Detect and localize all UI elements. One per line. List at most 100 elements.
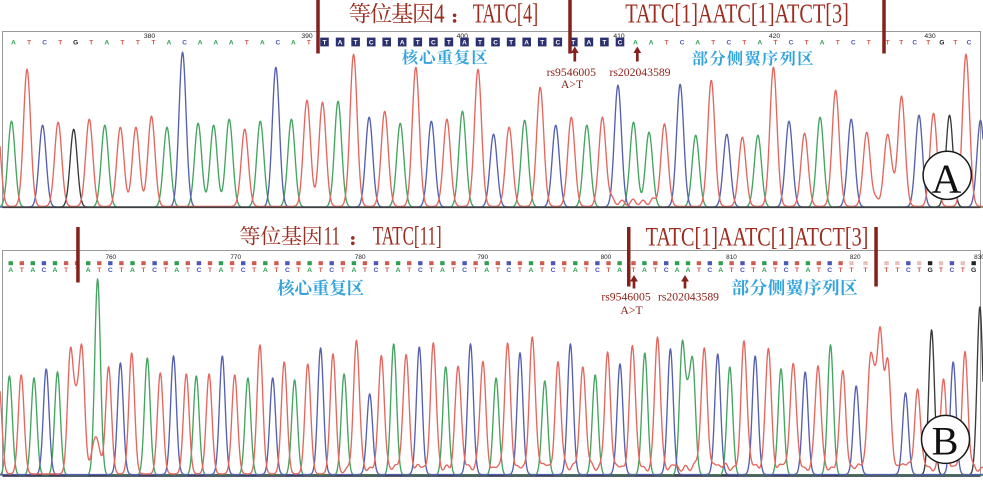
- svg-text:G: G: [939, 39, 944, 46]
- svg-text:810: 810: [726, 254, 737, 261]
- svg-text:C: C: [726, 39, 731, 46]
- svg-text:TATC[1]AATC[1]ATCT[3]: TATC[1]AATC[1]ATCT[3]: [646, 221, 869, 251]
- svg-text:A: A: [573, 267, 578, 274]
- svg-text:C: C: [42, 39, 47, 46]
- svg-text:A: A: [675, 267, 680, 274]
- svg-text:A: A: [11, 39, 16, 46]
- svg-text:T: T: [341, 267, 346, 274]
- svg-text:T: T: [839, 267, 844, 274]
- svg-text:C: C: [374, 267, 379, 274]
- svg-text:T: T: [867, 39, 871, 46]
- svg-text:A: A: [53, 267, 58, 274]
- svg-text:C: C: [431, 39, 436, 46]
- svg-text:C: C: [789, 39, 794, 46]
- svg-text:430: 430: [924, 33, 936, 40]
- svg-text:380: 380: [144, 33, 156, 40]
- svg-text:A: A: [260, 39, 265, 46]
- svg-text:C: C: [182, 39, 187, 46]
- svg-text:T: T: [307, 39, 311, 46]
- svg-text:T: T: [164, 267, 169, 274]
- svg-text:C: C: [555, 39, 560, 46]
- svg-text:A: A: [174, 267, 179, 274]
- svg-text:T: T: [665, 39, 669, 46]
- svg-text:T: T: [447, 39, 451, 46]
- svg-text:C: C: [912, 39, 917, 46]
- svg-text:800: 800: [601, 254, 612, 261]
- svg-text:T: T: [89, 39, 93, 46]
- svg-text:C: C: [285, 267, 290, 274]
- svg-text:C: C: [680, 39, 685, 46]
- svg-text:T: T: [953, 39, 957, 46]
- svg-text:T: T: [697, 267, 702, 274]
- svg-text:T: T: [496, 267, 501, 274]
- svg-text:A: A: [291, 39, 296, 46]
- svg-text:A: A: [104, 39, 109, 46]
- svg-text:A: A: [633, 39, 638, 46]
- svg-text:T: T: [323, 39, 327, 46]
- svg-text:T: T: [363, 267, 368, 274]
- svg-text:B: B: [932, 418, 959, 463]
- svg-text:T: T: [849, 267, 854, 274]
- svg-text:T: T: [562, 267, 567, 274]
- svg-text:T: T: [20, 267, 25, 274]
- svg-text:A: A: [649, 39, 654, 46]
- svg-text:C: C: [851, 39, 856, 46]
- svg-text:A: A: [263, 267, 268, 274]
- svg-text:410: 410: [613, 33, 625, 40]
- svg-text:T: T: [385, 267, 390, 274]
- svg-text:T: T: [540, 39, 544, 46]
- svg-text:T: T: [474, 267, 479, 274]
- svg-text:T: T: [58, 39, 62, 46]
- svg-text:T: T: [416, 39, 420, 46]
- svg-text:T: T: [27, 39, 31, 46]
- svg-text:G: G: [927, 267, 932, 274]
- svg-text:TATC[1]AATC[1]ATCT[3]: TATC[1]AATC[1]ATCT[3]: [625, 0, 849, 29]
- svg-text:C: C: [784, 267, 789, 274]
- svg-text:A: A: [396, 267, 401, 274]
- svg-text:T: T: [540, 267, 545, 274]
- svg-text:C: C: [595, 267, 600, 274]
- svg-text:C: C: [967, 39, 972, 46]
- svg-text:TATC[4]: TATC[4]: [473, 0, 539, 29]
- svg-text:T: T: [186, 267, 191, 274]
- svg-text:T: T: [208, 267, 213, 274]
- svg-text:T: T: [805, 39, 809, 46]
- svg-text:T: T: [939, 267, 944, 274]
- svg-text:T: T: [97, 267, 102, 274]
- svg-text:T: T: [961, 267, 966, 274]
- svg-text:760: 760: [105, 254, 116, 261]
- svg-text:T: T: [509, 39, 513, 46]
- svg-text:A: A: [130, 267, 135, 274]
- svg-text:C: C: [949, 267, 954, 274]
- svg-text:T: T: [64, 267, 69, 274]
- svg-text:C: C: [664, 267, 669, 274]
- svg-text:790: 790: [477, 254, 488, 261]
- svg-text:A: A: [86, 267, 91, 274]
- svg-text:A: A: [30, 267, 35, 274]
- svg-text:T: T: [584, 267, 589, 274]
- svg-text:A: A: [484, 267, 489, 274]
- svg-text:C: C: [551, 267, 556, 274]
- svg-text:T: T: [917, 267, 922, 274]
- svg-text:G: G: [73, 39, 78, 46]
- svg-text:rs202043589: rs202043589: [609, 66, 670, 79]
- svg-text:T: T: [245, 39, 249, 46]
- svg-text:T: T: [296, 267, 301, 274]
- svg-text:T: T: [773, 267, 778, 274]
- svg-text:A: A: [338, 39, 343, 46]
- svg-text:A: A: [529, 267, 534, 274]
- svg-text:T: T: [751, 267, 756, 274]
- svg-text:4: 4: [434, 0, 445, 29]
- svg-text:A>T: A>T: [561, 78, 583, 91]
- svg-text:C: C: [707, 267, 712, 274]
- svg-text:G: G: [971, 267, 976, 274]
- svg-text:A: A: [617, 267, 622, 274]
- svg-text:C: C: [827, 267, 832, 274]
- svg-text:T: T: [136, 39, 140, 46]
- svg-text:T: T: [631, 267, 636, 274]
- svg-text:T: T: [518, 267, 523, 274]
- svg-text:T: T: [478, 39, 482, 46]
- svg-text:T: T: [817, 267, 822, 274]
- svg-text:A: A: [8, 267, 13, 274]
- svg-text:A: A: [718, 267, 723, 274]
